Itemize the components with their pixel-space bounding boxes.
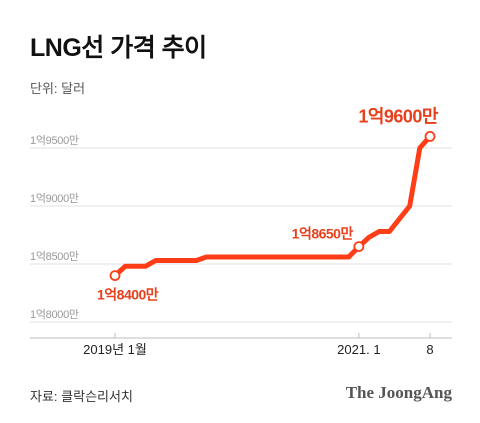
- data-label: 1억8400만: [97, 287, 159, 303]
- unit-label: 단위: 달러: [30, 81, 86, 96]
- y-tick-label: 1억8500만: [30, 250, 79, 263]
- data-label: 1억9600만: [358, 106, 439, 126]
- x-tick-label: 8: [426, 342, 433, 357]
- data-point-marker: [353, 241, 365, 253]
- y-tick-label: 1억8000만: [30, 308, 79, 321]
- y-tick-label: 1억9500만: [30, 134, 79, 147]
- chart-title: LNG선 가격 추이: [30, 34, 207, 62]
- brand-logo: The JoongAng: [345, 383, 452, 402]
- data-label: 1억8650만: [292, 226, 354, 242]
- data-point-marker: [109, 270, 121, 282]
- data-point-marker: [424, 130, 436, 142]
- x-tick-label: 2019년 1월: [83, 342, 147, 357]
- series-line: [112, 133, 433, 279]
- source-label: 자료: 클락슨리서치: [30, 389, 133, 404]
- x-tick-label: 2021. 1: [337, 342, 380, 357]
- y-tick-label: 1억9000만: [30, 192, 79, 205]
